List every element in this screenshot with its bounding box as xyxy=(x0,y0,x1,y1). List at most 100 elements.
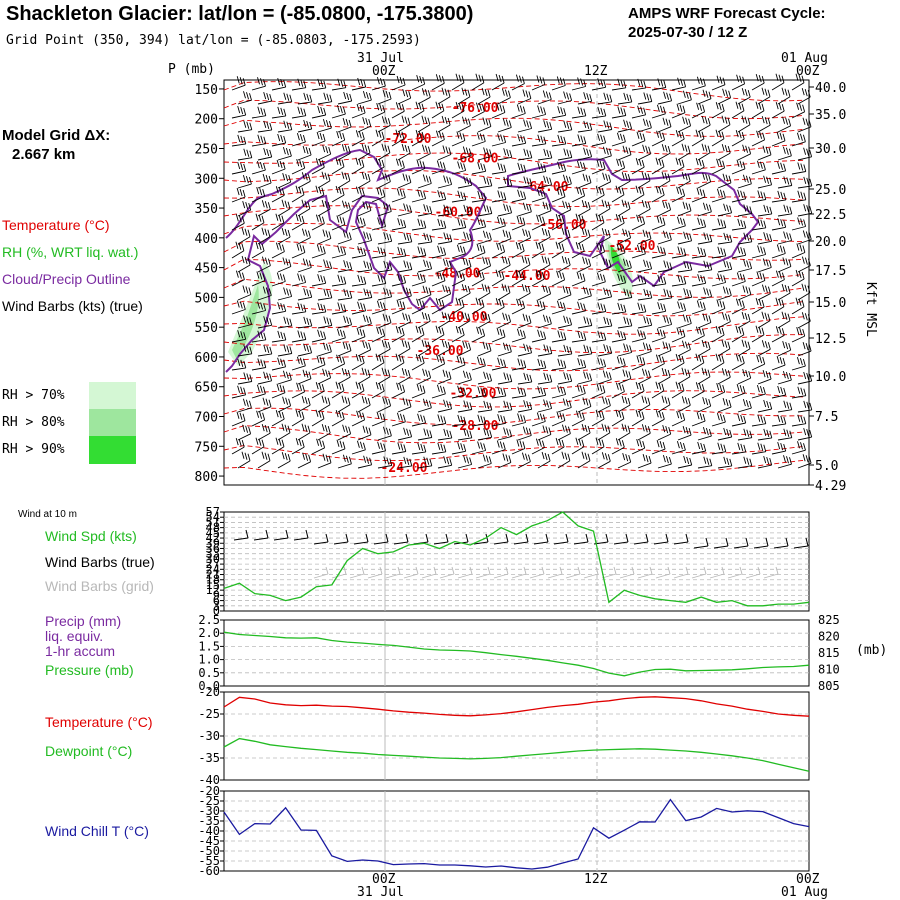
wind-barb-feather xyxy=(418,130,422,139)
wind-barb-feather xyxy=(438,131,442,139)
wind-barb-feather xyxy=(425,369,429,377)
wind-barb-feather xyxy=(766,456,770,465)
wind-barb-feather xyxy=(404,116,408,124)
wind-barb-feather xyxy=(283,316,287,324)
wind-barb-feather xyxy=(383,219,387,227)
wind-barb-feather xyxy=(416,383,420,391)
wind-barb-shaft xyxy=(537,157,552,161)
wind-barb-feather xyxy=(263,316,267,324)
wind-barb-feather xyxy=(437,414,441,422)
wind-barb-feather xyxy=(582,162,586,170)
wind-barb-feather xyxy=(382,104,386,113)
wind-barb-feather xyxy=(609,94,613,102)
wind-barb-grid-feather xyxy=(613,566,617,575)
wind-barb-shaft xyxy=(777,292,791,301)
wind-barb-feather xyxy=(384,173,388,181)
wind-barb-feather xyxy=(782,370,786,379)
wind-barb-feather xyxy=(769,430,773,439)
wind-barb-feather xyxy=(283,304,287,312)
wind-barb-feather xyxy=(342,341,346,349)
wind-barb-feather xyxy=(738,299,742,307)
wind-barb-feather xyxy=(383,248,387,256)
wind-barb-feather xyxy=(780,191,784,200)
wind-barb-feather xyxy=(499,243,503,251)
wind-barb-feather xyxy=(449,401,453,409)
wind-barb-feather xyxy=(798,298,802,306)
wind-barb-feather xyxy=(261,256,265,264)
wind-barb-feather xyxy=(800,415,804,423)
wind-barb-true-feather xyxy=(405,533,409,543)
temperature-contour-13 xyxy=(223,316,805,335)
wind-barb-shaft xyxy=(311,223,325,231)
wind-barb-feather xyxy=(666,92,670,100)
wind-barb-feather xyxy=(386,261,390,270)
wind-barb-feather xyxy=(659,440,663,449)
wind-barb-feather xyxy=(260,135,264,143)
wind-barb-shaft xyxy=(397,97,411,105)
wind-barb-shaft xyxy=(471,306,485,315)
wind-barb-shaft xyxy=(611,282,626,287)
wind-barb-shaft xyxy=(451,306,465,315)
wind-barb-feather xyxy=(704,340,708,349)
wind-barb-shaft xyxy=(651,224,666,231)
wind-barb-feather xyxy=(483,443,487,451)
wind-barb-shaft xyxy=(237,353,252,357)
wind-barb-shaft xyxy=(657,209,671,217)
wind-barb-feather xyxy=(769,234,773,242)
wind-barb-feather xyxy=(504,256,508,265)
wind-barb-feather xyxy=(669,262,673,270)
wind-barb-grid xyxy=(601,573,617,579)
wind-barb-shaft xyxy=(337,100,352,105)
wind-barb-feather xyxy=(527,257,531,265)
wind-barb-feather xyxy=(260,359,264,367)
model-grid-title: Model Grid ΔX: xyxy=(2,127,111,144)
wind-barb-feather xyxy=(385,314,389,322)
wind-barb-feather xyxy=(563,360,567,368)
wind-barb-feather xyxy=(441,87,445,95)
wind-barb-feather xyxy=(364,144,368,152)
wind-barb-feather xyxy=(743,204,747,212)
wind-barb-shaft xyxy=(717,212,732,217)
wind-barb-feather xyxy=(481,299,485,307)
wind-barb-feather xyxy=(744,116,748,124)
wind-barb-shaft xyxy=(531,223,545,231)
wind-barb-feather xyxy=(306,344,310,352)
wind-barb-feather xyxy=(360,247,364,255)
wind-barb-feather xyxy=(246,316,250,324)
temp-tick-0: -20 xyxy=(198,685,220,699)
wind-barb-feather xyxy=(244,228,248,236)
wind-barb-feather xyxy=(461,299,465,307)
wind-barb-shaft xyxy=(797,350,812,357)
wind-barb-feather xyxy=(608,259,612,267)
wind-barb-feather xyxy=(736,272,740,280)
wind-barb-feather xyxy=(263,344,267,353)
wind-barb-feather xyxy=(720,247,724,255)
wind-barb-feather xyxy=(789,206,793,214)
wind-barb-feather xyxy=(485,257,489,265)
wind-barb-feather xyxy=(626,317,630,325)
wind-barb-shaft xyxy=(791,395,806,399)
wind-barb-shaft xyxy=(377,124,391,133)
wind-barb-feather xyxy=(519,105,523,113)
wind-barb-shaft xyxy=(737,437,752,441)
wind-barb-feather xyxy=(543,360,547,369)
wind-barb-feather xyxy=(482,117,486,125)
wind-barb-grid xyxy=(439,573,455,579)
wind-barb-true-feather xyxy=(425,533,429,543)
wind-barb-feather xyxy=(480,387,484,395)
wind-barb-feather xyxy=(747,341,751,349)
wind-barb-feather xyxy=(480,415,484,423)
wind-barb-feather xyxy=(529,150,533,158)
wind-barb-feather xyxy=(288,398,292,406)
wind-barb-feather xyxy=(738,326,742,334)
wind-barb-feather xyxy=(768,371,772,380)
wind-barb-feather xyxy=(741,115,745,123)
wind-barb-feather xyxy=(460,415,464,424)
wind-barb-feather xyxy=(689,457,693,466)
wind-barb-feather xyxy=(563,136,567,145)
wind-barb-feather xyxy=(807,314,811,322)
wind-barb-shaft xyxy=(557,407,572,413)
wind-barb-feather xyxy=(267,425,271,434)
wind-barb-shaft xyxy=(431,110,445,119)
wind-barb-feather xyxy=(588,175,592,183)
